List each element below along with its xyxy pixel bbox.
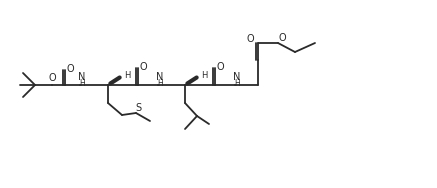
Text: S: S <box>135 103 141 113</box>
Text: H: H <box>234 80 240 89</box>
Text: O: O <box>278 33 286 43</box>
Text: O: O <box>66 64 74 74</box>
Text: O: O <box>139 62 147 72</box>
Text: O: O <box>246 34 254 44</box>
Text: N: N <box>233 72 241 82</box>
Text: N: N <box>78 72 86 82</box>
Text: H: H <box>201 70 207 80</box>
Text: O: O <box>48 73 56 83</box>
Text: H: H <box>124 70 130 80</box>
Text: N: N <box>156 72 164 82</box>
Text: H: H <box>157 80 163 89</box>
Text: H: H <box>79 80 85 89</box>
Text: O: O <box>216 62 224 72</box>
